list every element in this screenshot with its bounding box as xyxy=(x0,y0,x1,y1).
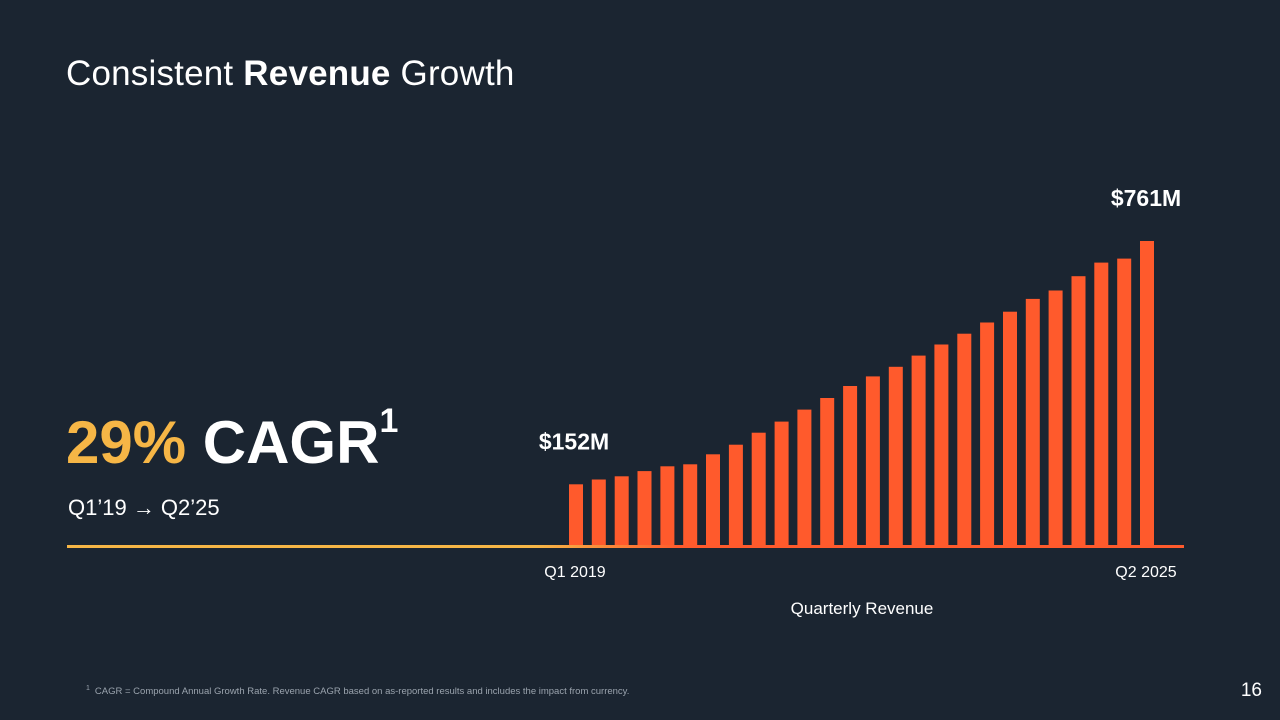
page-number: 16 xyxy=(1240,680,1262,701)
bar-q4-2022 xyxy=(911,355,926,545)
bar-q1-2019 xyxy=(569,484,583,545)
bar-q4-2023 xyxy=(1003,311,1017,545)
data-label-q2-2025: $761M xyxy=(1111,185,1181,211)
bar-q1-2021 xyxy=(751,432,766,545)
tick-label-first: Q1 2019 xyxy=(544,564,605,581)
bar-q1-2020 xyxy=(660,466,675,545)
bar-q3-2024 xyxy=(1071,276,1086,545)
bar-q4-2021 xyxy=(820,398,835,545)
title-bold-word: Revenue xyxy=(243,54,391,93)
footnote: 1 CAGR = Compound Annual Growth Rate. Rev… xyxy=(86,685,629,697)
bar-q2-2021 xyxy=(774,421,789,545)
bar-q3-2022 xyxy=(888,366,903,545)
bar-q2-2022 xyxy=(865,376,880,545)
cagr-label: CAGR xyxy=(202,409,380,476)
bar-q3-2019 xyxy=(614,476,629,545)
bar-q3-2023 xyxy=(980,322,995,545)
cagr-headline: 29% CAGR1 xyxy=(66,404,398,478)
bar-q2-2024 xyxy=(1048,290,1063,545)
cagr-value: 29% xyxy=(66,409,187,476)
footnote-text: CAGR = Compound Annual Growth Rate. Reve… xyxy=(94,686,630,698)
chart-baseline xyxy=(67,545,1184,548)
cagr-period: Q1’19 → Q2’25 xyxy=(68,495,220,520)
bar-q2-2023 xyxy=(957,333,972,545)
bar-q2-2019 xyxy=(591,479,606,545)
bar-q3-2020 xyxy=(706,454,720,545)
bar-q1-2024 xyxy=(1025,298,1040,545)
bar-q2-2020 xyxy=(683,464,698,545)
cagr-footnote-marker: 1 xyxy=(379,402,399,440)
title-suffix: Growth xyxy=(390,54,515,93)
bar-q3-2021 xyxy=(797,409,812,545)
title-prefix: Consistent xyxy=(66,54,244,93)
footnote-marker: 1 xyxy=(86,685,90,692)
data-label-q1-2019: $152M xyxy=(539,428,609,454)
tick-label-last: Q2 2025 xyxy=(1115,564,1176,581)
bar-q4-2019 xyxy=(637,471,652,545)
bar-series xyxy=(569,241,1154,545)
slide-title: Consistent Revenue Growth xyxy=(66,54,515,94)
bar-q1-2023 xyxy=(934,344,949,545)
bar-q1-2022 xyxy=(843,386,858,545)
x-axis-label: Quarterly Revenue xyxy=(791,599,934,618)
bar-q4-2024 xyxy=(1094,262,1109,545)
chart-labels: $152M $761M Q1 2019 Q2 2025 Quarterly Revenu… xyxy=(539,185,1181,618)
bar-q4-2020 xyxy=(728,444,743,545)
bar-q1-2025 xyxy=(1117,258,1132,545)
bar-q2-2025 xyxy=(1140,241,1154,545)
